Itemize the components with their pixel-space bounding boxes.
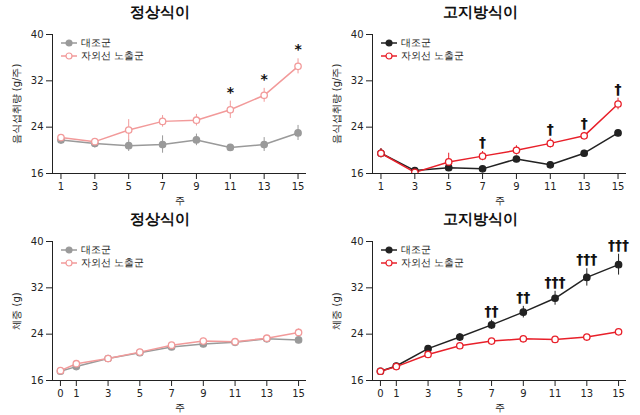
- svg-text:11: 11: [224, 181, 237, 192]
- svg-text:11: 11: [544, 181, 557, 192]
- html-text:대조군: 대조군: [81, 37, 111, 48]
- svg-text:24: 24: [351, 328, 364, 339]
- html-text:정상식이: 정상식이: [130, 210, 190, 228]
- svg-text:†††: †††: [608, 237, 629, 253]
- svg-text:0: 0: [57, 388, 63, 399]
- svg-text:16: 16: [351, 168, 364, 179]
- svg-text:11: 11: [549, 388, 562, 399]
- svg-text:††: ††: [485, 303, 499, 319]
- svg-text:15: 15: [612, 181, 625, 192]
- svg-text:32: 32: [31, 282, 44, 293]
- svg-text:††: ††: [516, 289, 530, 305]
- svg-text:13: 13: [258, 181, 271, 192]
- svg-text:40: 40: [31, 29, 44, 40]
- html-text:대조군: 대조군: [401, 244, 431, 255]
- svg-text:주: 주: [495, 402, 505, 413]
- svg-text:†††: †††: [576, 251, 597, 267]
- svg-text:1: 1: [58, 181, 64, 192]
- svg-text:32: 32: [31, 75, 44, 86]
- html-text:정상식이: 정상식이: [130, 3, 190, 21]
- html-text:고지방식이: 고지방식이: [442, 3, 518, 21]
- svg-text:16: 16: [31, 375, 44, 386]
- svg-text:40: 40: [351, 236, 364, 247]
- svg-text:13: 13: [580, 388, 593, 399]
- svg-text:24: 24: [31, 328, 44, 339]
- svg-text:1: 1: [73, 388, 79, 399]
- svg-text:체중 (g): 체중 (g): [331, 292, 342, 329]
- svg-text:9: 9: [513, 181, 519, 192]
- html-text:대조군: 대조군: [401, 37, 431, 48]
- svg-text:9: 9: [520, 388, 526, 399]
- svg-text:*: *: [227, 84, 235, 100]
- html-text:자외선 노출군: 자외선 노출군: [401, 50, 464, 61]
- svg-text:5: 5: [446, 181, 452, 192]
- svg-text:15: 15: [612, 388, 625, 399]
- svg-text:40: 40: [31, 236, 44, 247]
- svg-text:7: 7: [479, 181, 485, 192]
- svg-text:24: 24: [351, 121, 364, 132]
- svg-text:3: 3: [105, 388, 111, 399]
- svg-text:*: *: [294, 41, 302, 57]
- svg-text:24: 24: [31, 121, 44, 132]
- svg-text:40: 40: [351, 29, 364, 40]
- svg-text:†††: †††: [545, 274, 566, 290]
- svg-text:15: 15: [292, 388, 305, 399]
- svg-text:주: 주: [175, 195, 185, 206]
- svg-text:11: 11: [229, 388, 242, 399]
- svg-text:주: 주: [495, 195, 505, 206]
- svg-text:5: 5: [126, 181, 132, 192]
- svg-text:주: 주: [175, 402, 185, 413]
- svg-text:16: 16: [351, 375, 364, 386]
- svg-text:7: 7: [488, 388, 494, 399]
- svg-text:16: 16: [31, 168, 44, 179]
- svg-text:음식섭취량 (g/주): 음식섭취량 (g/주): [331, 64, 342, 145]
- html-text:자외선 노출군: 자외선 노출군: [81, 50, 144, 61]
- svg-text:13: 13: [260, 388, 273, 399]
- html-text:자외선 노출군: 자외선 노출군: [81, 257, 144, 268]
- svg-text:5: 5: [137, 388, 143, 399]
- html-text:대조군: 대조군: [81, 244, 111, 255]
- svg-text:*: *: [261, 71, 269, 87]
- svg-text:13: 13: [578, 181, 591, 192]
- svg-text:5: 5: [457, 388, 463, 399]
- svg-text:3: 3: [425, 388, 431, 399]
- svg-text:1: 1: [393, 388, 399, 399]
- svg-text:7: 7: [168, 388, 174, 399]
- svg-text:3: 3: [412, 181, 418, 192]
- svg-text:9: 9: [200, 388, 206, 399]
- svg-text:7: 7: [159, 181, 165, 192]
- svg-text:체중 (g): 체중 (g): [11, 292, 22, 329]
- svg-text:32: 32: [351, 282, 364, 293]
- html-text:자외선 노출군: 자외선 노출군: [401, 257, 464, 268]
- svg-text:†: †: [479, 134, 486, 150]
- svg-text:0: 0: [377, 388, 383, 399]
- svg-text:3: 3: [92, 181, 98, 192]
- svg-text:†: †: [615, 81, 622, 97]
- html-text:고지방식이: 고지방식이: [442, 210, 518, 228]
- svg-text:1: 1: [378, 181, 384, 192]
- svg-text:†: †: [581, 115, 588, 131]
- svg-text:32: 32: [351, 75, 364, 86]
- svg-text:15: 15: [292, 181, 305, 192]
- svg-text:†: †: [547, 121, 554, 137]
- svg-text:9: 9: [193, 181, 199, 192]
- svg-text:음식섭취량 (g/주): 음식섭취량 (g/주): [11, 64, 22, 145]
